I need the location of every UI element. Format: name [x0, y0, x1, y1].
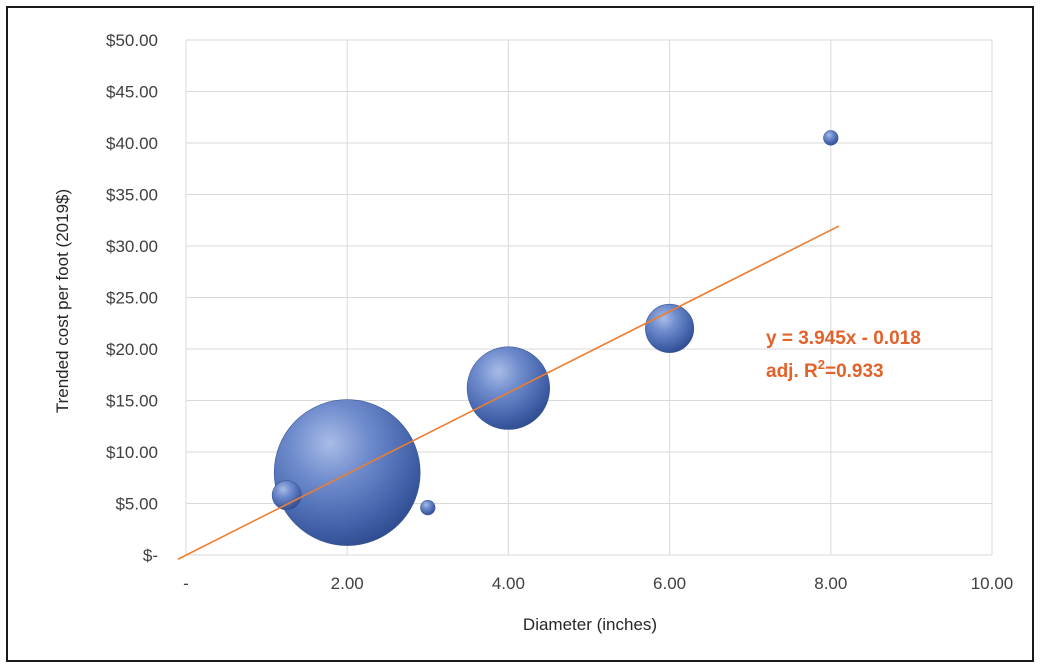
x-tick-label: 8.00: [814, 574, 847, 593]
bubble-point: [823, 130, 839, 146]
bubble-point: [420, 500, 436, 516]
y-tick-label: $20.00: [106, 340, 158, 359]
trendline: [177, 225, 840, 560]
x-tick-label: 6.00: [653, 574, 686, 593]
bubble-point: [271, 480, 302, 511]
bubble-point: [645, 303, 695, 353]
x-axis-label: Diameter (inches): [523, 615, 657, 634]
r2-prefix: adj. R: [766, 361, 818, 382]
bubbles: [271, 130, 839, 546]
trendline-line: [177, 225, 840, 560]
x-tick-label: -: [183, 574, 189, 593]
chart-frame: [6, 6, 1034, 662]
bubble-point: [466, 346, 550, 430]
y-tick-label: $-: [143, 546, 158, 565]
y-tick-label: $5.00: [115, 495, 158, 514]
y-tick-label: $35.00: [106, 186, 158, 205]
y-tick-label: $10.00: [106, 443, 158, 462]
y-tick-label: $40.00: [106, 134, 158, 153]
y-tick-label: $45.00: [106, 83, 158, 102]
trend-equation: y = 3.945x - 0.018: [766, 328, 921, 349]
y-tick-label: $15.00: [106, 392, 158, 411]
x-tick-label: 10.00: [971, 574, 1014, 593]
bubble-point: [273, 399, 421, 546]
y-tick-label: $30.00: [106, 237, 158, 256]
r2-value: =0.933: [825, 361, 884, 382]
x-tick-label: 4.00: [492, 574, 525, 593]
y-axis-label: Trended cost per foot (2019$): [53, 189, 72, 413]
trend-r-squared: adj. R2=0.933: [766, 357, 884, 382]
r2-superscript: 2: [818, 357, 825, 372]
y-tick-label: $50.00: [106, 31, 158, 50]
x-tick-label: 2.00: [331, 574, 364, 593]
tick-labels: - 2.00 4.00 6.00 8.00 10.00 $- $5.00 $10.00 $15.0…: [106, 31, 1013, 593]
y-tick-label: $25.00: [106, 289, 158, 308]
